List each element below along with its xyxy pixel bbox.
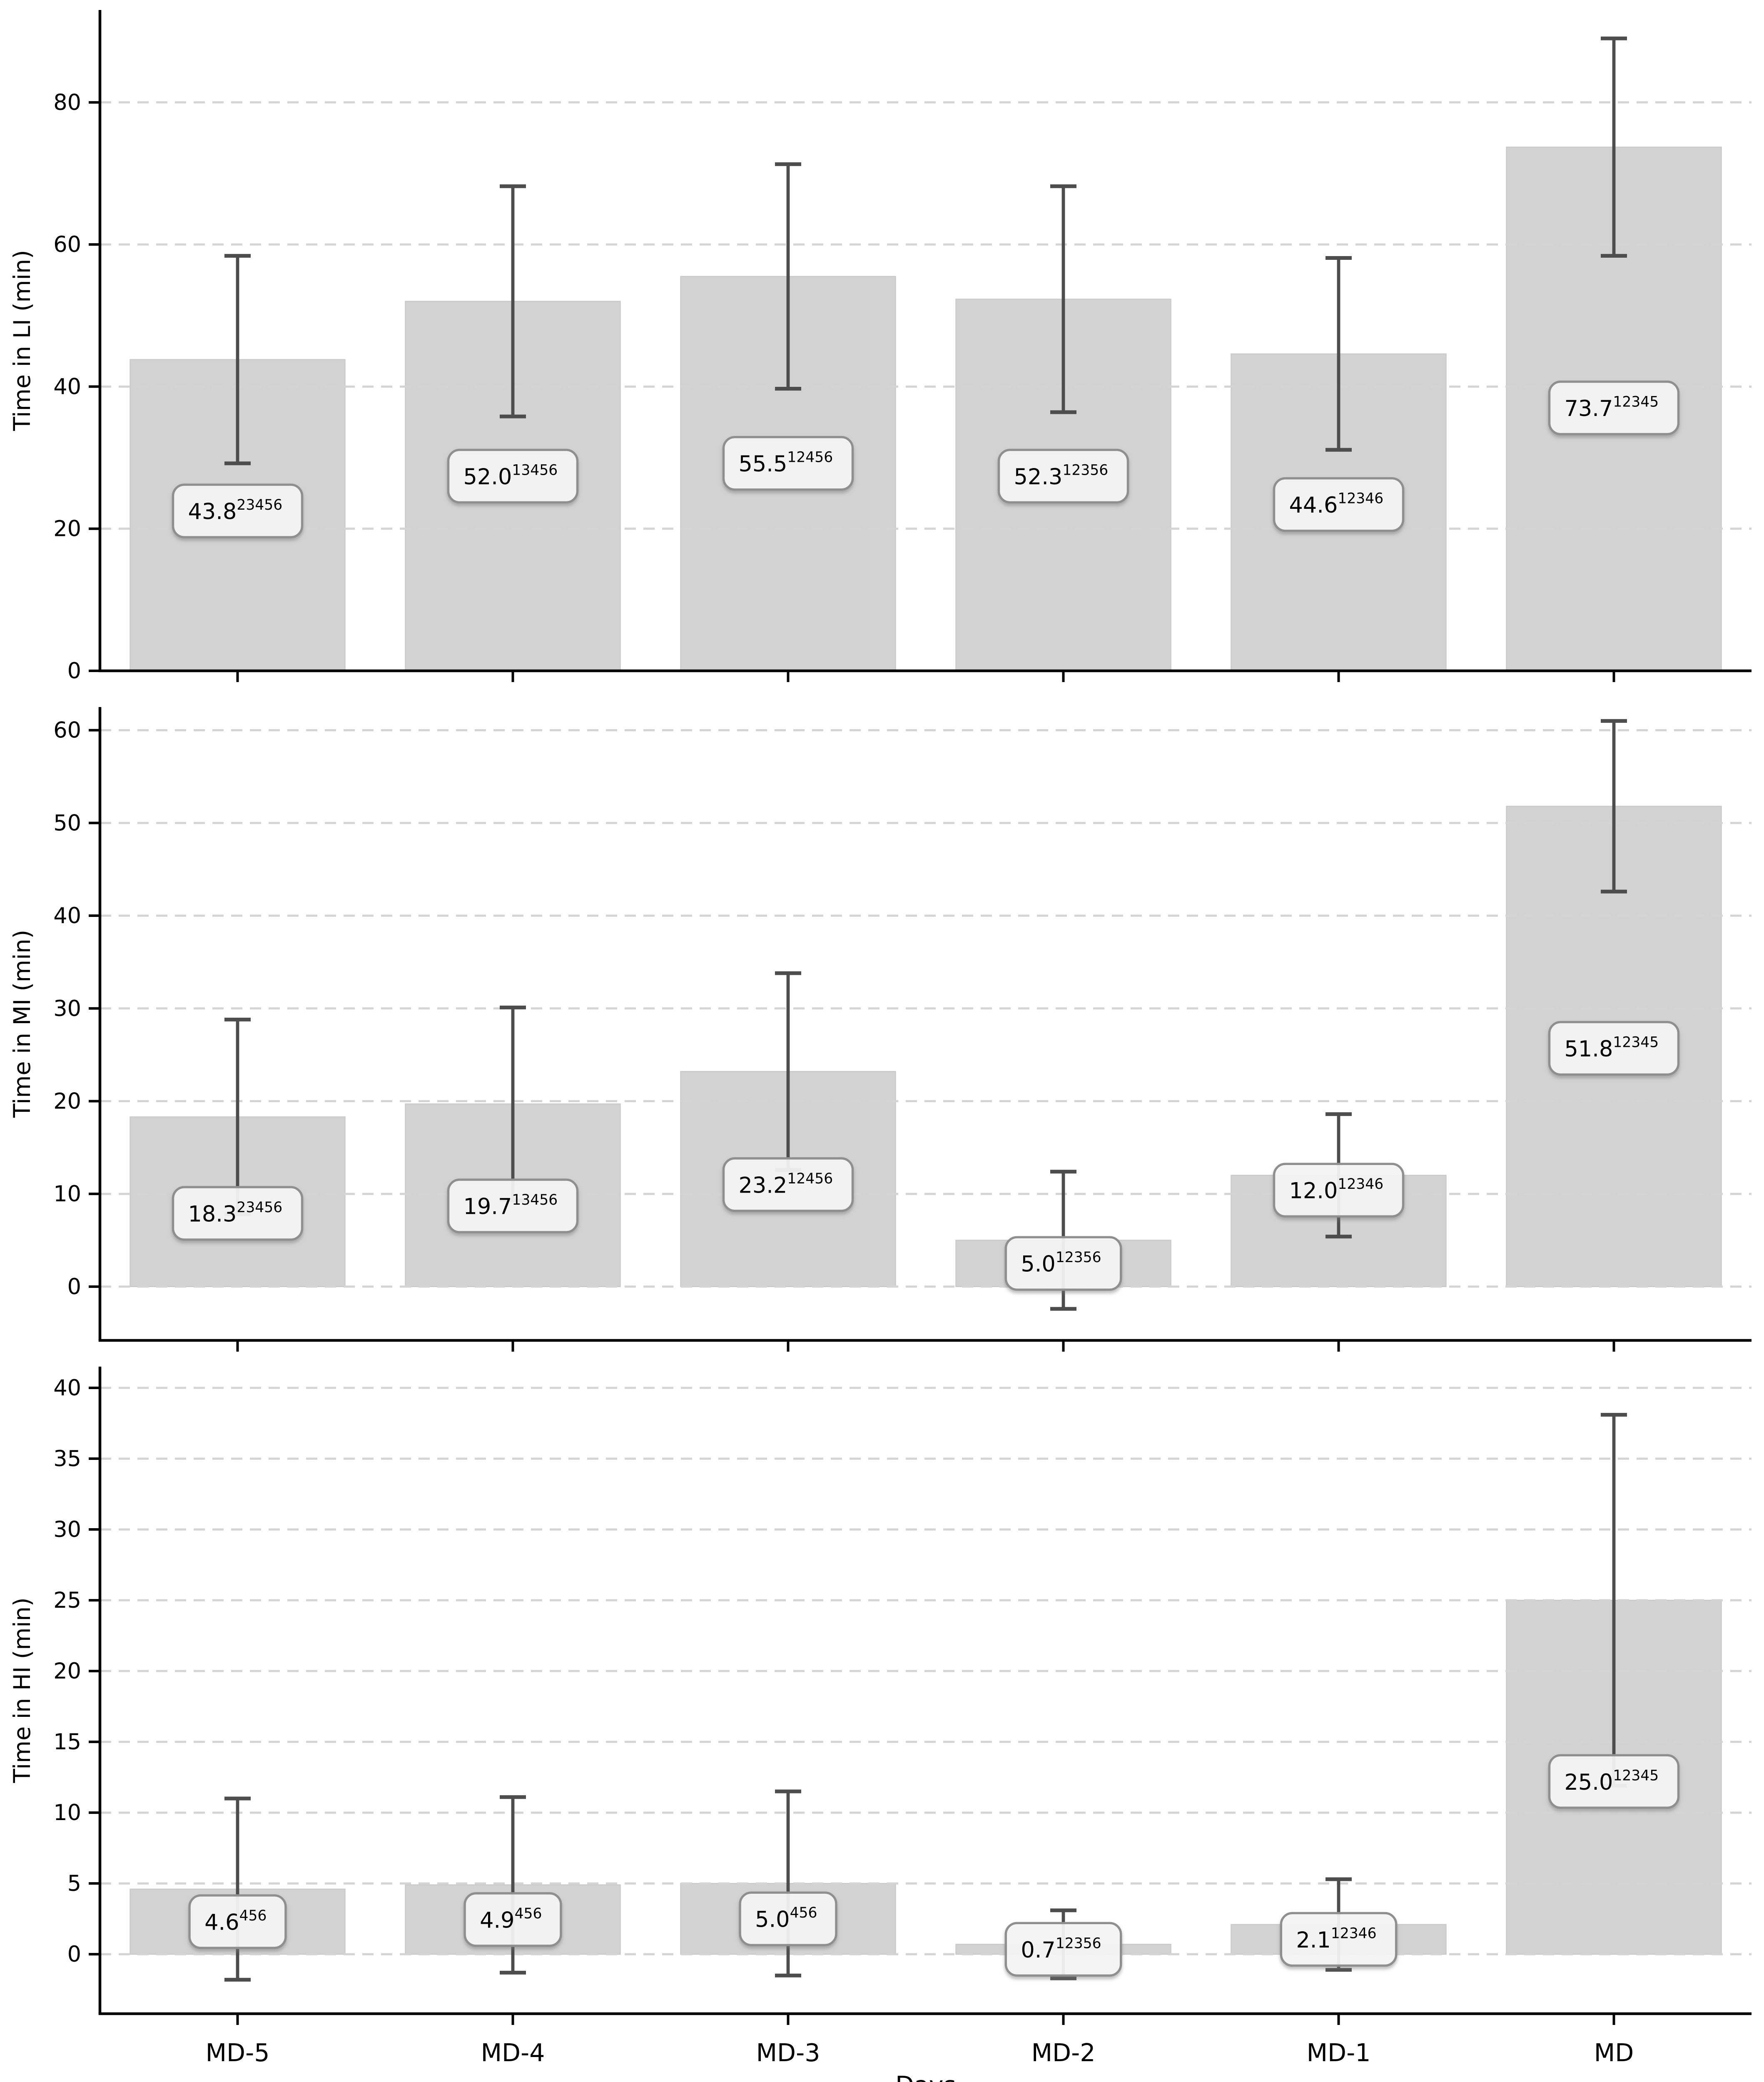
value-superscript: 456 (790, 1905, 817, 1921)
value-superscript: 12345 (1613, 1034, 1659, 1051)
errorbar-MD-5 (224, 254, 251, 466)
y-tick-label: 30 (53, 996, 81, 1021)
y-tick-label: 0 (67, 658, 81, 684)
y-tick-label: 20 (53, 1659, 81, 1684)
value-superscript: 12346 (1338, 1176, 1383, 1193)
value-superscript: 13456 (512, 1192, 558, 1208)
y-axis-label: Time in MI (min) (9, 930, 36, 1118)
y-axis-label: Time in LI (min) (9, 250, 36, 431)
value-label-box-MD-3 (739, 1891, 837, 1946)
value-label-box-MD-5 (172, 483, 304, 538)
errorbar-MD-2 (1050, 184, 1077, 414)
y-tick-label: 50 (53, 810, 81, 836)
y-tick-label: 35 (53, 1446, 81, 1472)
value-superscript: 12345 (1613, 394, 1659, 411)
y-tick-label: 20 (53, 516, 81, 542)
errorbar-MD-1 (1325, 256, 1352, 452)
y-tick-label: 20 (53, 1088, 81, 1114)
value-label-box-MD (1548, 380, 1680, 436)
value-label-box-MD-1 (1273, 477, 1405, 532)
value-label-MD-3: 5.0456 (755, 1905, 817, 1933)
value-label-box-MD (1548, 1021, 1680, 1076)
value-label-box-MD-1 (1273, 1163, 1405, 1218)
value-label-box-MD-2 (1004, 1236, 1122, 1291)
value-label-box-MD-4 (463, 1892, 562, 1947)
x-tick-label-MD-1: MD-1 (1307, 2039, 1371, 2067)
value-label-box-MD-2 (1004, 1922, 1122, 1977)
value-label-box-MD-4 (447, 448, 579, 504)
value-label-box-MD (1548, 1754, 1680, 1809)
value-superscript: 12346 (1331, 1925, 1377, 1942)
errorbar-MD (1601, 36, 1627, 258)
value-label-box-MD-5 (172, 1186, 304, 1241)
value-superscript: 12356 (1062, 462, 1108, 478)
y-tick-label: 5 (67, 1871, 81, 1896)
value-superscript: 12346 (1338, 491, 1383, 507)
y-tick-label: 40 (53, 374, 81, 399)
y-tick-label: 25 (53, 1588, 81, 1613)
value-label-box-MD-3 (722, 436, 854, 491)
y-tick-label: 10 (53, 1800, 81, 1825)
value-superscript: 12456 (787, 1171, 833, 1187)
value-superscript: 12456 (787, 449, 833, 466)
errorbar-MD (1601, 719, 1627, 894)
y-tick-label: 40 (53, 903, 81, 929)
y-tick-label: 0 (67, 1274, 81, 1300)
value-superscript: 23456 (237, 497, 282, 513)
value-superscript: 23456 (237, 1199, 282, 1216)
value-label-box-MD-2 (997, 448, 1129, 504)
x-axis-label: Days (895, 2071, 956, 2082)
y-tick-label: 30 (53, 1517, 81, 1542)
x-tick-label-MD-4: MD-4 (481, 2039, 545, 2067)
y-tick-label: 80 (53, 90, 81, 115)
value-superscript: 456 (239, 1908, 267, 1924)
x-tick-label-MD-2: MD-2 (1031, 2039, 1096, 2067)
value-superscript: 456 (515, 1905, 542, 1922)
x-tick-label-MD: MD (1594, 2039, 1634, 2067)
errorbar-MD-3 (775, 162, 801, 391)
value-label-box-MD-5 (188, 1894, 287, 1949)
value-superscript: 13456 (512, 462, 558, 478)
value-label-box-MD-3 (722, 1157, 854, 1212)
value-superscript: 12356 (1056, 1249, 1101, 1266)
value-label-box-MD-1 (1280, 1912, 1398, 1967)
y-tick-label: 60 (53, 232, 81, 257)
errorbar-MD-5 (224, 1796, 251, 1982)
y-tick-label: 0 (67, 1942, 81, 1967)
y-tick-label: 60 (53, 718, 81, 743)
y-tick-label: 15 (53, 1729, 81, 1755)
y-tick-label: 40 (53, 1375, 81, 1401)
value-superscript: 12345 (1613, 1767, 1659, 1784)
value-superscript: 12356 (1056, 1935, 1101, 1952)
errorbar-MD-4 (500, 184, 526, 418)
y-axis-label: Time in HI (min) (9, 1597, 36, 1783)
value-label-box-MD-4 (447, 1178, 579, 1233)
x-tick-label-MD-3: MD-3 (756, 2039, 820, 2067)
y-tick-label: 10 (53, 1181, 81, 1207)
x-tick-label-MD-5: MD-5 (206, 2039, 270, 2067)
